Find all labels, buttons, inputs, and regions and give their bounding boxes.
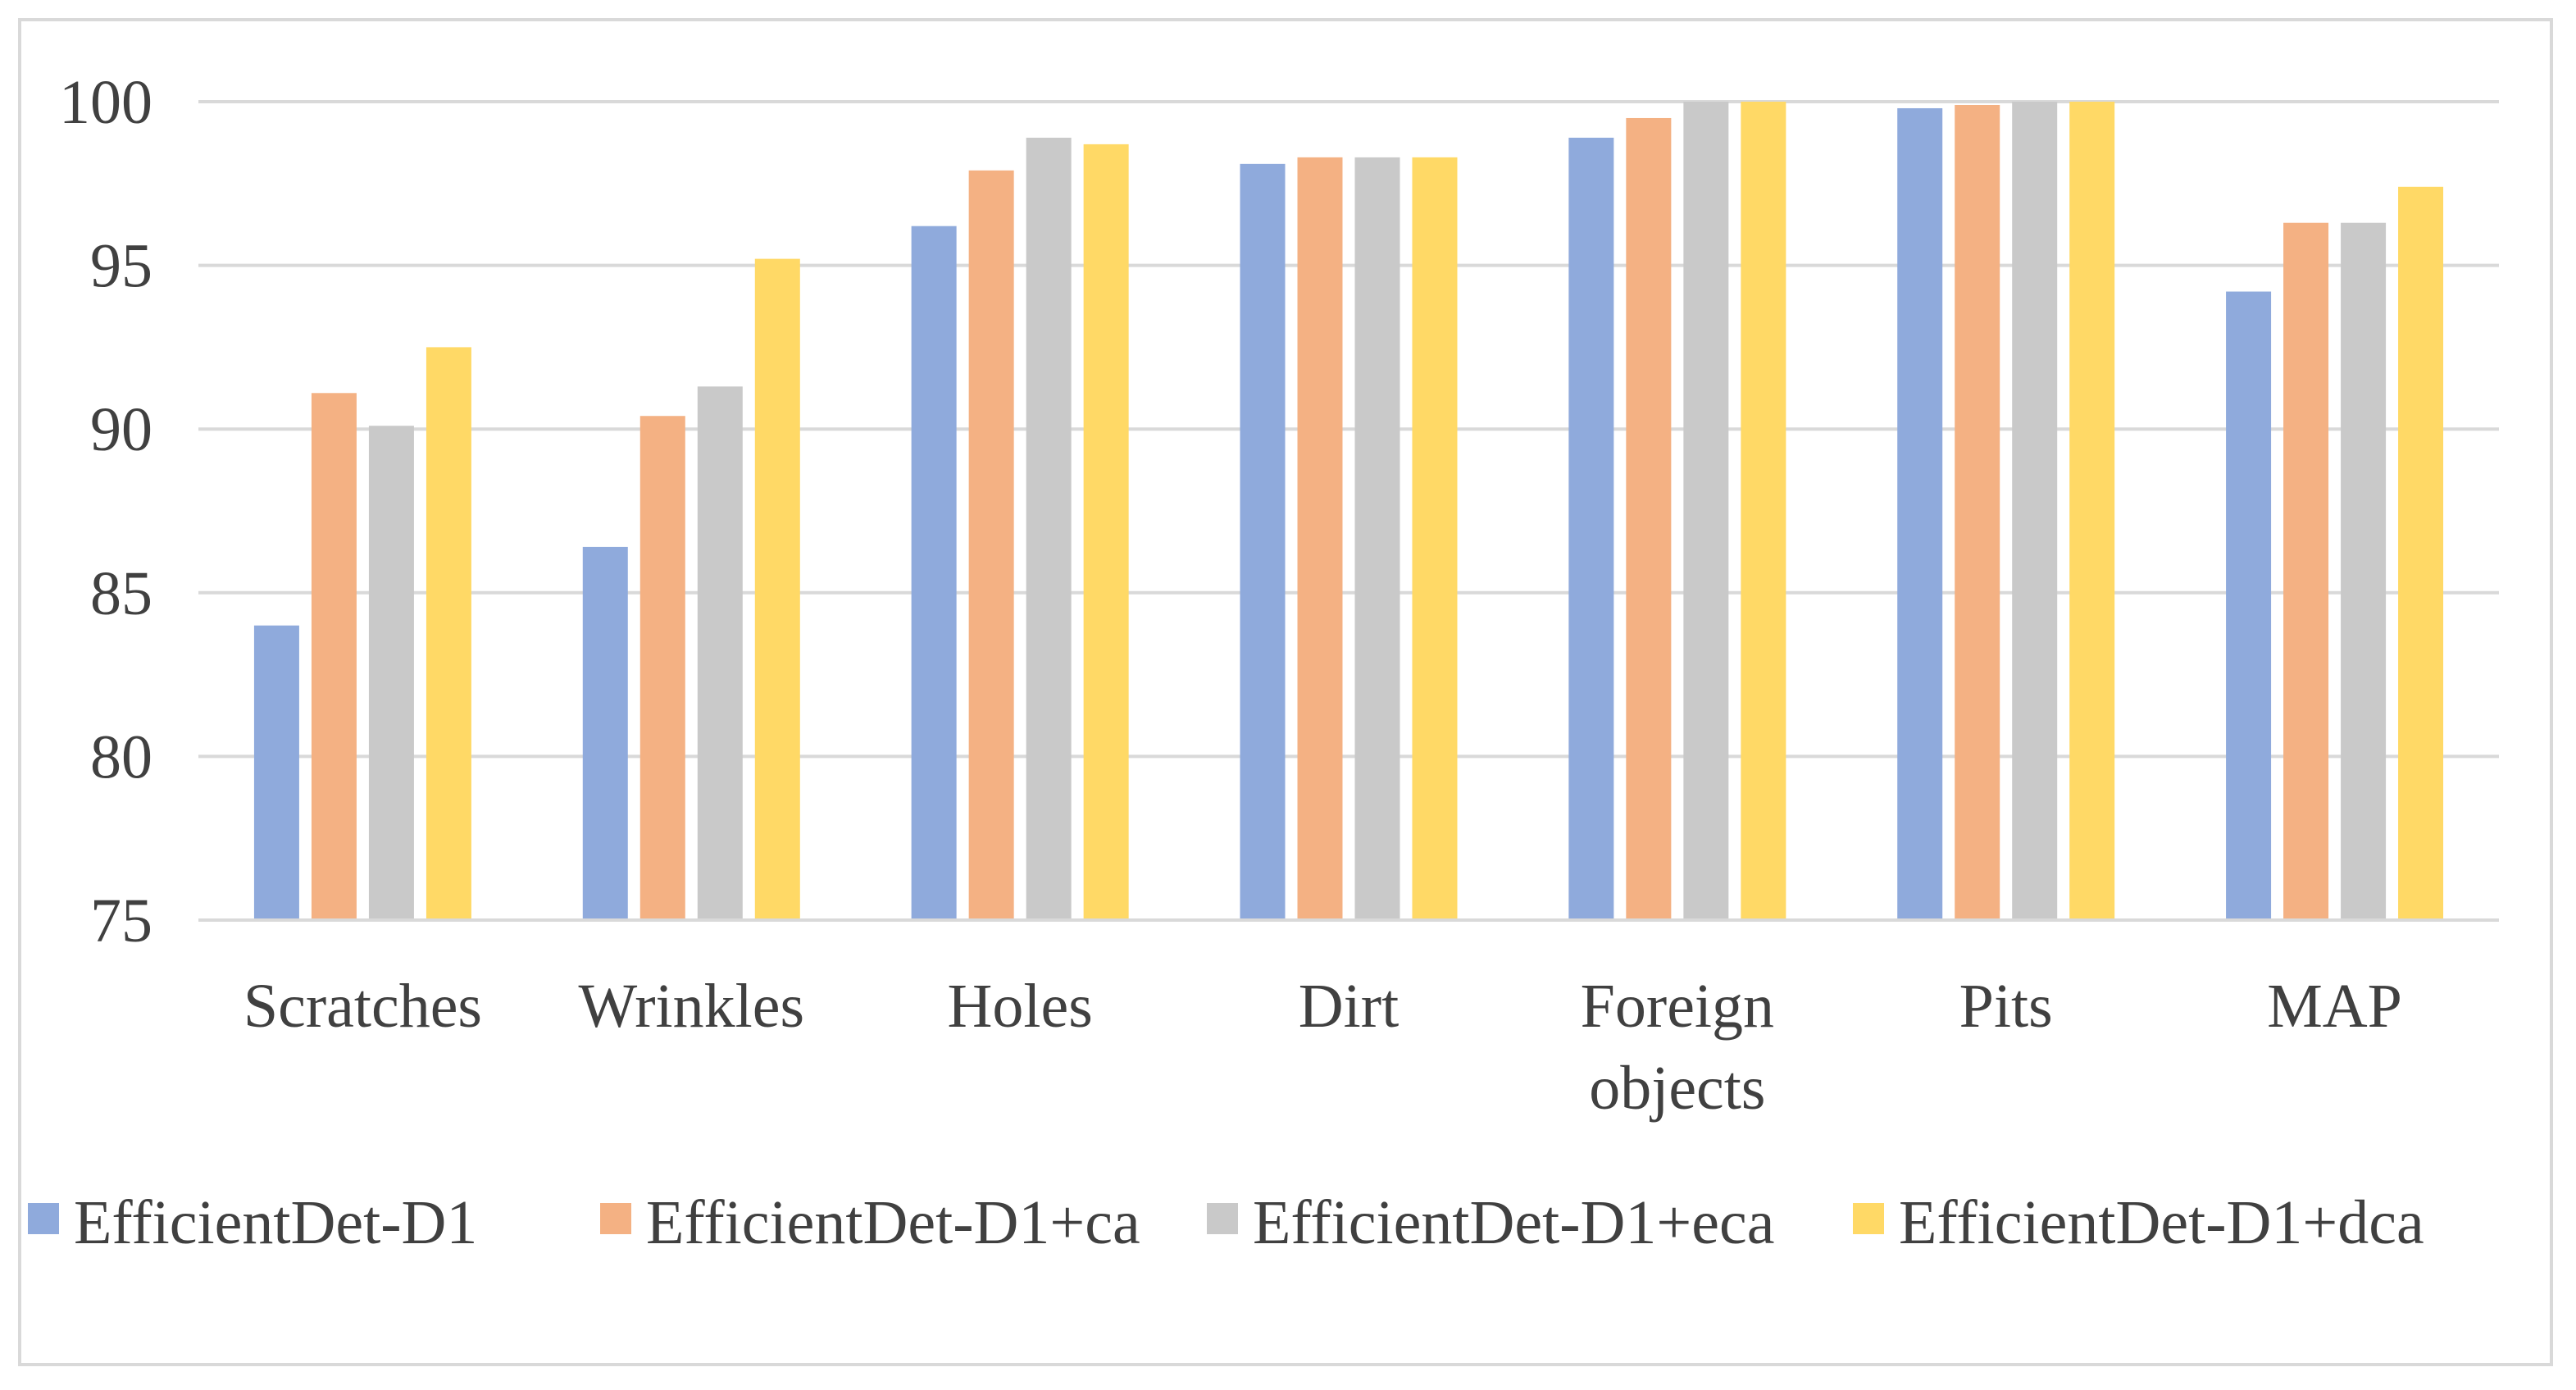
bar [1412, 157, 1458, 920]
bar [311, 393, 357, 921]
bar [2398, 186, 2444, 921]
bar [2069, 102, 2115, 920]
y-tick-label: 100 [59, 68, 152, 137]
bar [1354, 157, 1400, 920]
bar [639, 416, 685, 920]
y-tick-label: 95 [90, 232, 152, 301]
legend-swatch [1853, 1203, 1884, 1234]
category-label: MAP [2267, 972, 2402, 1041]
category-label: Wrinkles [579, 972, 805, 1041]
category-labels: Scratches Wrinkles Holes Dirt Foreign objects… [243, 972, 2402, 1123]
bar-chart: 75 80 85 90 95 100 Scratches Wrinkles Holes Dirt… [28, 68, 2499, 1257]
bar [697, 386, 743, 921]
legend-swatch [1207, 1203, 1238, 1234]
bar [1240, 163, 1286, 920]
category-label: objects [1589, 1054, 1765, 1123]
legend: EfficientDet-D1 EfficientDet-D1+ca Efficie… [28, 1188, 2424, 1257]
bar [1897, 107, 1943, 920]
bar [2012, 102, 2058, 920]
bar [2283, 222, 2329, 920]
bar [968, 170, 1014, 920]
category-label: Pits [1959, 972, 2053, 1041]
legend-label: EfficientDet-D1+eca [1253, 1188, 1774, 1257]
bar [1683, 102, 1729, 920]
bar [911, 226, 957, 920]
bar [368, 426, 414, 920]
bar [1297, 157, 1343, 920]
legend-label: EfficientDet-D1+dca [1899, 1188, 2424, 1257]
legend-swatch [600, 1203, 631, 1234]
bar [1955, 104, 2000, 920]
bar [1568, 137, 1614, 921]
bar [2226, 291, 2272, 920]
y-axis-ticks: 75 80 85 90 95 100 [59, 68, 152, 955]
bar [582, 546, 628, 920]
legend-label: EfficientDet-D1+ca [646, 1188, 1140, 1257]
category-label: Scratches [243, 972, 482, 1041]
category-label: Holes [947, 972, 1092, 1041]
gridlines [198, 100, 2499, 759]
legend-label: EfficientDet-D1 [74, 1188, 477, 1257]
category-label: Dirt [1299, 972, 1399, 1041]
bar [426, 347, 471, 920]
category-label: Foreign [1581, 972, 1774, 1041]
bars [253, 102, 2444, 921]
bar [253, 625, 299, 920]
bar [754, 258, 800, 921]
y-tick-label: 75 [90, 886, 152, 955]
bar [1083, 144, 1129, 920]
y-tick-label: 90 [90, 395, 152, 464]
y-tick-label: 85 [90, 559, 152, 628]
bar [2341, 222, 2387, 920]
y-tick-label: 80 [90, 722, 152, 791]
bar [1626, 117, 1672, 921]
bar [1741, 102, 1786, 920]
legend-swatch [28, 1203, 59, 1234]
bar [1026, 137, 1072, 921]
chart-frame: 75 80 85 90 95 100 Scratches Wrinkles Holes Dirt… [18, 18, 2553, 1366]
